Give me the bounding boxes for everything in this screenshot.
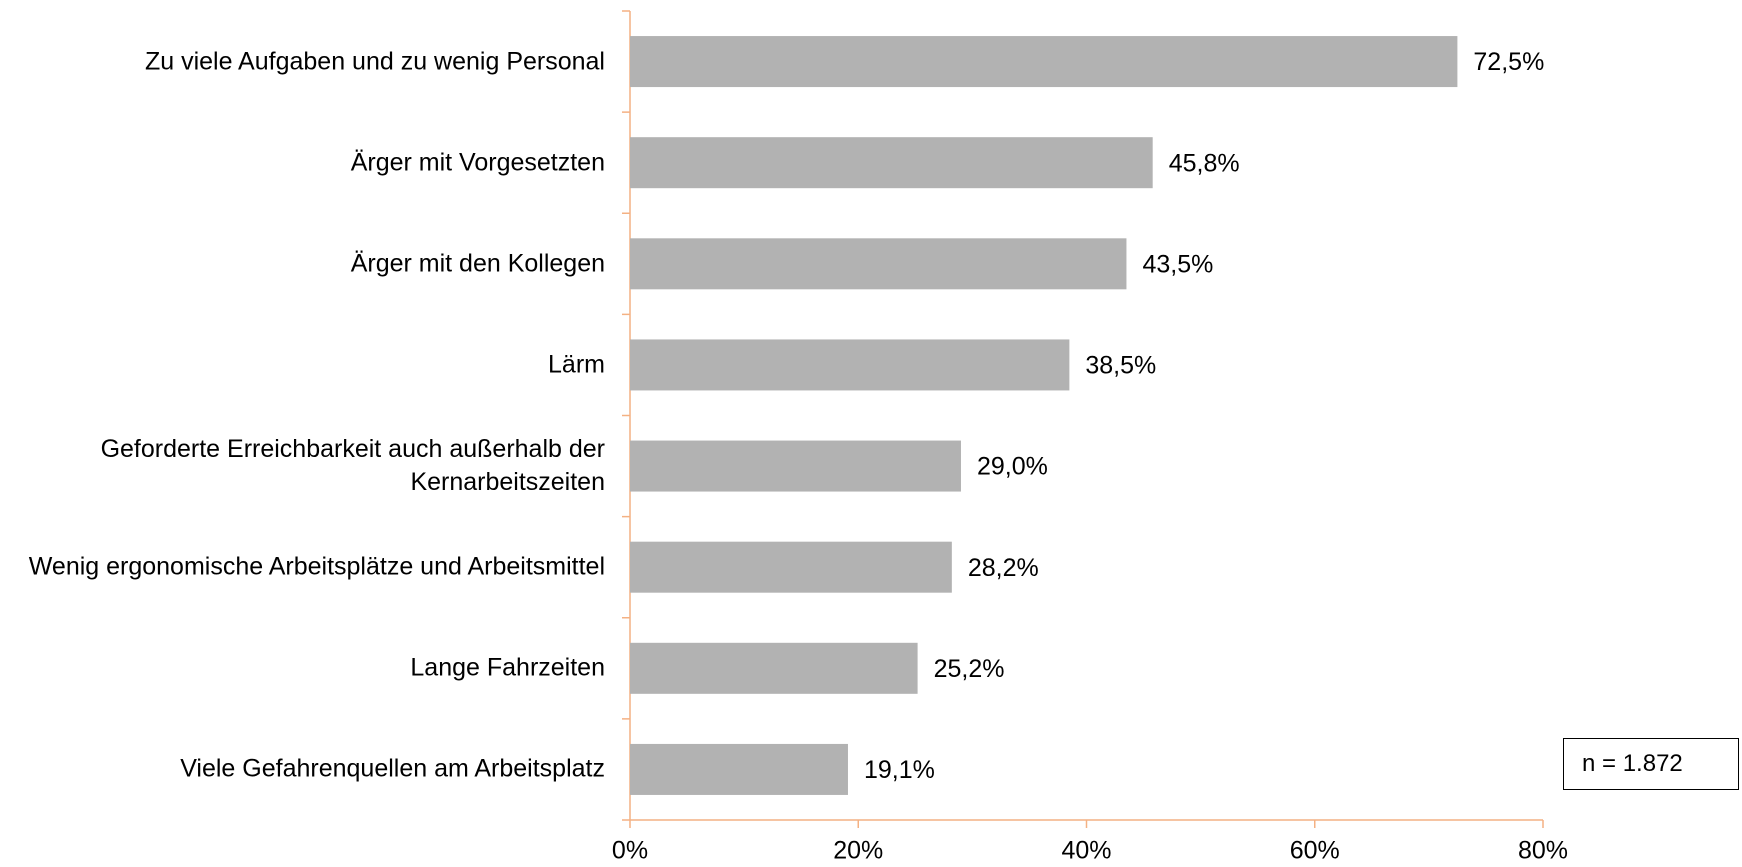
value-label: 45,8% xyxy=(1169,149,1240,177)
x-tick-label: 0% xyxy=(612,837,648,865)
x-tick-label: 60% xyxy=(1290,837,1340,865)
category-label: Ärger mit den Kollegen xyxy=(350,249,605,278)
sample-size-note: n = 1.872 xyxy=(1563,738,1739,790)
bar xyxy=(630,339,1070,391)
value-label: 38,5% xyxy=(1085,352,1156,380)
category-label: Viele Gefahrenquellen am Arbeitsplatz xyxy=(180,754,605,783)
bar xyxy=(630,137,1153,189)
category-label: Zu viele Aufgaben und zu wenig Personal xyxy=(144,47,605,76)
bar xyxy=(630,36,1458,88)
bar xyxy=(630,238,1127,290)
category-label: Lärm xyxy=(548,350,605,379)
category-label: Wenig ergonomische Arbeitsplätze und Arb… xyxy=(28,552,605,581)
value-label: 43,5% xyxy=(1142,250,1213,278)
value-label: 19,1% xyxy=(864,756,935,784)
x-tick-label: 80% xyxy=(1518,837,1568,865)
bar xyxy=(630,743,848,795)
category-label: Ärger mit Vorgesetzten xyxy=(350,148,605,177)
x-tick-label: 20% xyxy=(833,837,883,865)
value-label: 72,5% xyxy=(1473,48,1544,76)
category-label: Geforderte Erreichbarkeit auch außerhalb… xyxy=(100,435,605,497)
value-label: 29,0% xyxy=(977,453,1048,481)
bar xyxy=(630,642,918,694)
category-label: Lange Fahrzeiten xyxy=(410,653,605,682)
value-label: 28,2% xyxy=(968,554,1039,582)
bar xyxy=(630,440,961,492)
x-tick-label: 40% xyxy=(1061,837,1111,865)
value-label: 25,2% xyxy=(934,655,1005,683)
bar xyxy=(630,541,952,593)
